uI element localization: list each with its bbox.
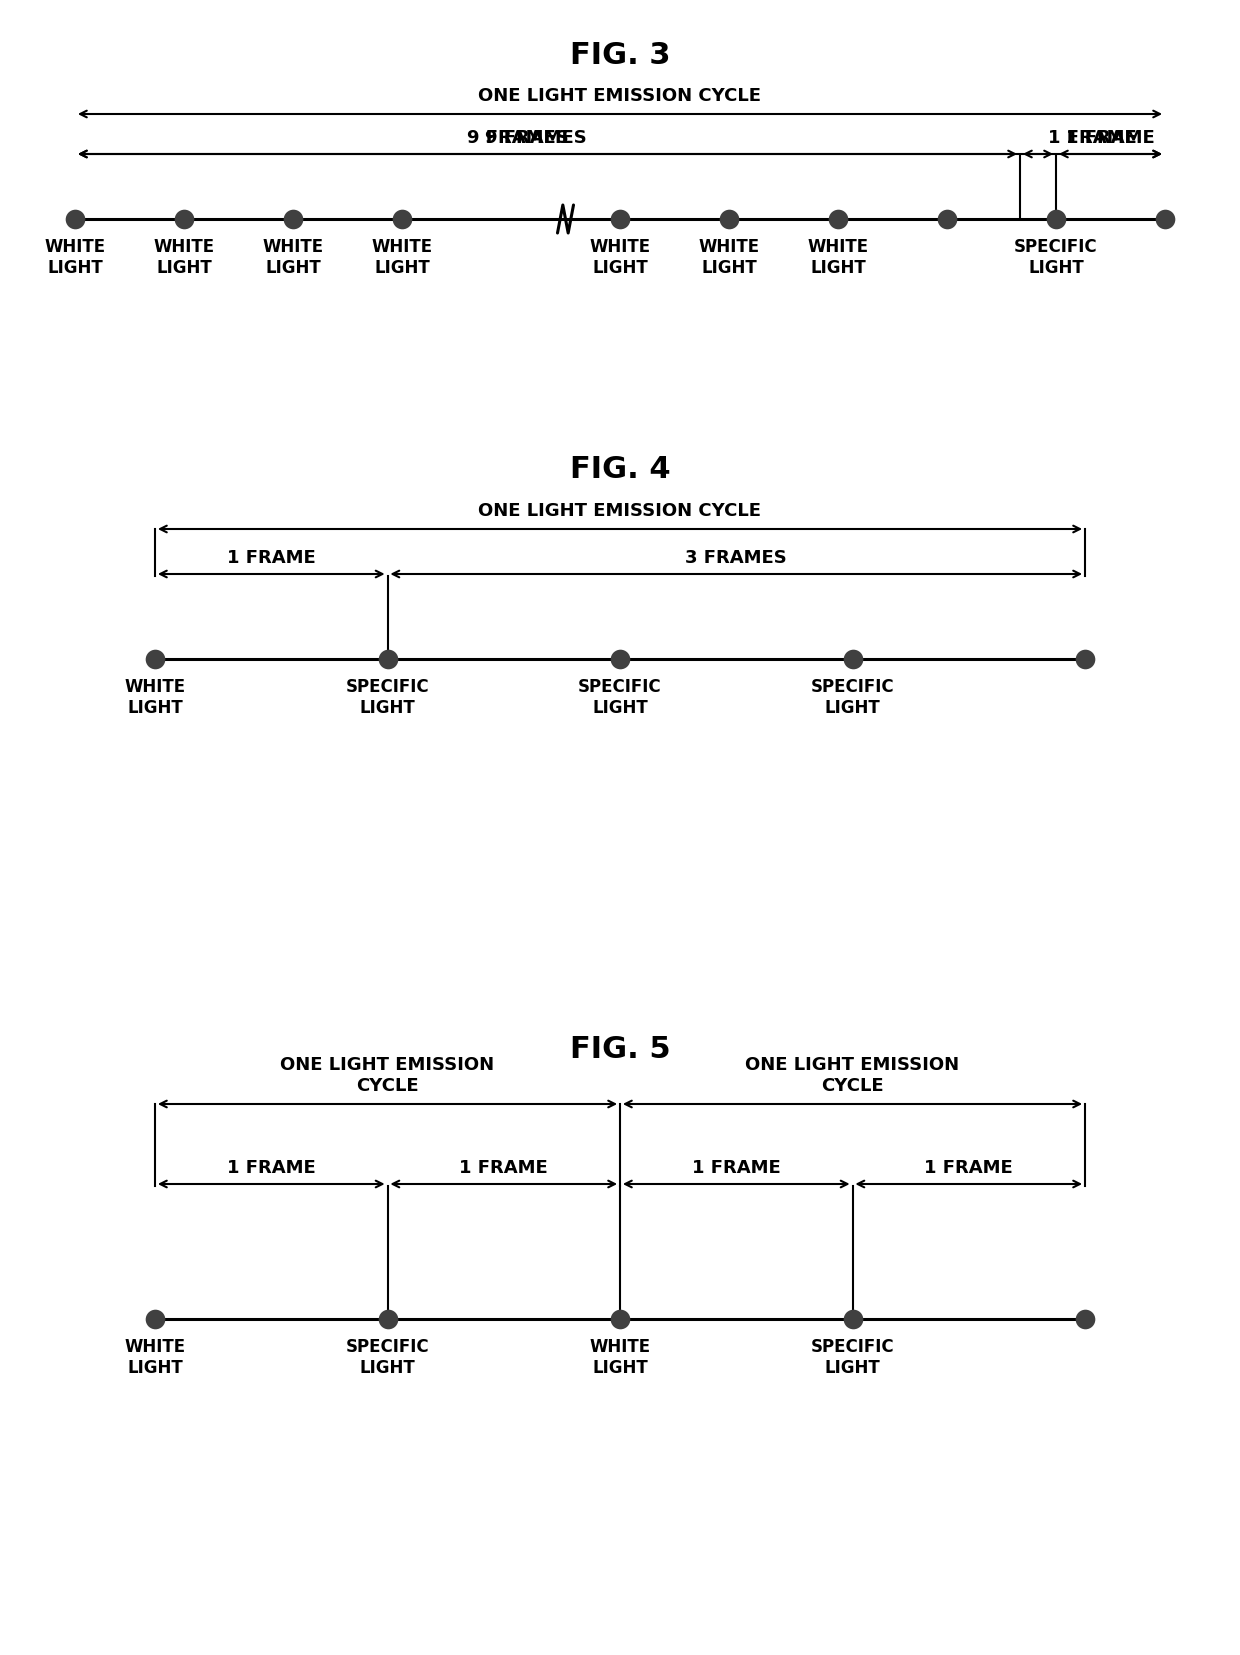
Text: SPECIFIC
LIGHT: SPECIFIC LIGHT [811,1337,894,1375]
Point [843,647,863,674]
Point [937,207,957,233]
Text: ONE LIGHT EMISSION CYCLE: ONE LIGHT EMISSION CYCLE [479,501,761,520]
Text: FIG. 5: FIG. 5 [569,1034,671,1064]
Text: 1 FRAME: 1 FRAME [227,549,316,566]
Text: 3 FRAMES: 3 FRAMES [686,549,787,566]
Point [828,207,848,233]
Point [610,1306,630,1332]
Text: WHITE
LIGHT: WHITE LIGHT [589,238,651,276]
Point [610,647,630,674]
Point [145,647,165,674]
Text: SPECIFIC
LIGHT: SPECIFIC LIGHT [1014,238,1097,276]
Text: WHITE
LIGHT: WHITE LIGHT [124,1337,186,1375]
Point [719,207,739,233]
Text: FIG. 3: FIG. 3 [569,40,671,70]
Text: 9 FRAMES: 9 FRAMES [466,129,568,147]
Text: 1 FRAME: 1 FRAME [459,1158,548,1177]
Text: ONE LIGHT EMISSION CYCLE: ONE LIGHT EMISSION CYCLE [479,88,761,104]
Text: SPECIFIC
LIGHT: SPECIFIC LIGHT [346,1337,429,1375]
Point [1075,647,1095,674]
Point [610,207,630,233]
Point [843,1306,863,1332]
Text: SPECIFIC
LIGHT: SPECIFIC LIGHT [811,677,894,717]
Text: WHITE
LIGHT: WHITE LIGHT [154,238,215,276]
Text: ONE LIGHT EMISSION
CYCLE: ONE LIGHT EMISSION CYCLE [745,1056,960,1094]
Point [377,647,397,674]
Text: WHITE
LIGHT: WHITE LIGHT [372,238,433,276]
Point [1156,207,1176,233]
Text: WHITE
LIGHT: WHITE LIGHT [263,238,324,276]
Text: FIG. 4: FIG. 4 [569,455,671,485]
Text: SPECIFIC
LIGHT: SPECIFIC LIGHT [346,677,429,717]
Text: 1 FRAME: 1 FRAME [692,1158,781,1177]
Point [145,1306,165,1332]
Point [392,207,412,233]
Text: 1 FRAME: 1 FRAME [227,1158,316,1177]
Point [283,207,303,233]
Text: SPECIFIC
LIGHT: SPECIFIC LIGHT [578,677,662,717]
Text: ONE LIGHT EMISSION
CYCLE: ONE LIGHT EMISSION CYCLE [280,1056,495,1094]
Point [64,207,84,233]
Text: WHITE
LIGHT: WHITE LIGHT [124,677,186,717]
Point [174,207,193,233]
Text: WHITE
LIGHT: WHITE LIGHT [807,238,868,276]
Text: 1 FRAME: 1 FRAME [1048,129,1137,147]
Text: WHITE
LIGHT: WHITE LIGHT [45,238,105,276]
Text: WHITE
LIGHT: WHITE LIGHT [589,1337,651,1375]
Text: 1 FRAME: 1 FRAME [1066,129,1154,147]
Text: WHITE
LIGHT: WHITE LIGHT [698,238,760,276]
Text: 9 FRAMES: 9 FRAMES [485,129,587,147]
Point [1075,1306,1095,1332]
Text: 1 FRAME: 1 FRAME [924,1158,1013,1177]
Point [1047,207,1066,233]
Point [377,1306,397,1332]
